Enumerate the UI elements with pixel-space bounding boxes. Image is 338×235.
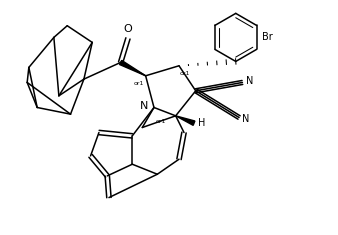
Text: H: H [198, 118, 206, 128]
Text: or1: or1 [156, 119, 166, 124]
Text: N: N [246, 76, 253, 86]
Text: or1: or1 [134, 81, 144, 86]
Text: N: N [242, 114, 250, 124]
Text: or1: or1 [180, 70, 190, 76]
Text: Br: Br [262, 32, 273, 42]
Polygon shape [176, 116, 195, 125]
Text: O: O [124, 24, 132, 34]
Text: N: N [140, 101, 148, 111]
Polygon shape [120, 60, 146, 76]
